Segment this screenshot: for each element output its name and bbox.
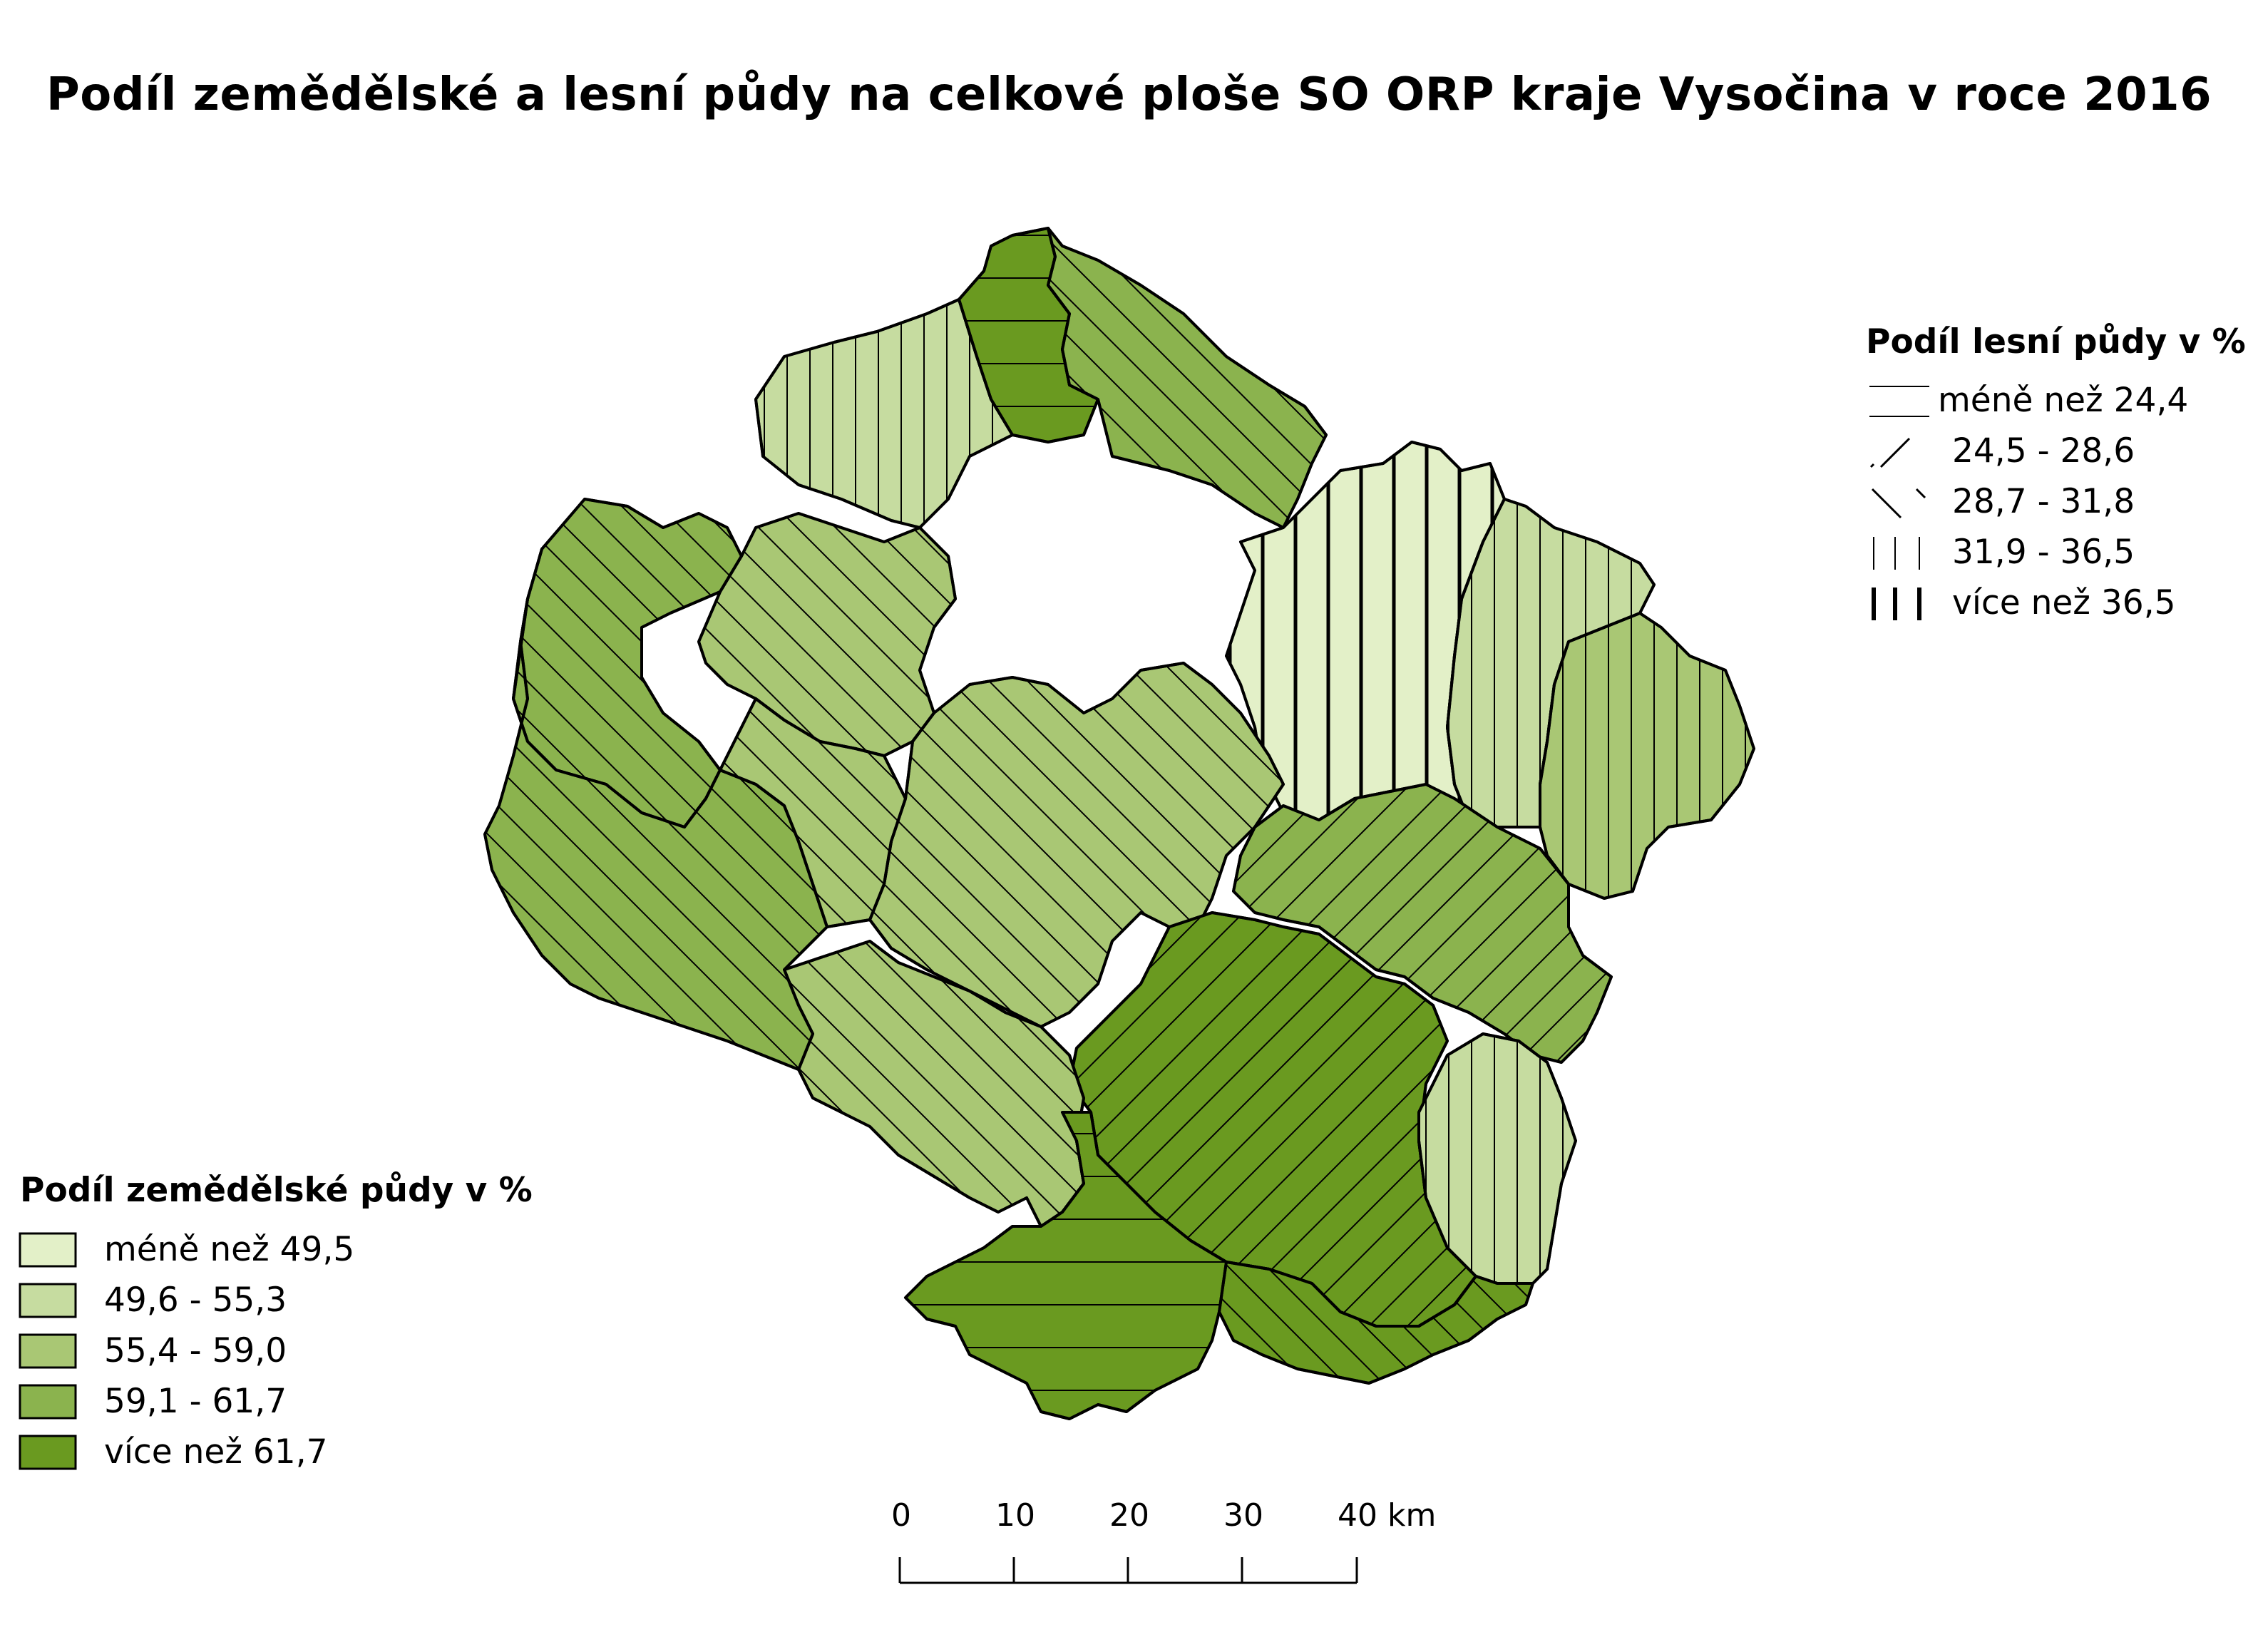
district-region [1417,1032,1577,1285]
forest-legend-title: Podíl lesní půdy v % [1866,322,2246,361]
forest-legend-symbol [1869,437,1911,468]
legend-agri-swatches [19,1232,77,1470]
district-region [1446,498,1656,828]
forest-legend-label: 31,9 - 36,5 [1952,533,2135,572]
agri-legend-swatch [19,1435,77,1470]
scale-tick-label: 40 km [1338,1497,1437,1534]
map-title: Podíl zemědělské a lesní půdy na celkové… [46,68,2212,121]
forest-legend-symbol [1871,488,1926,519]
district-layer [512,227,1755,1420]
agri-legend-swatch [19,1283,77,1318]
agri-legend-swatch [19,1333,77,1369]
district-region [1068,911,1477,1328]
scale-tick-label: 0 [891,1497,911,1534]
district-region [1539,612,1755,900]
district-region-west [483,548,907,1071]
district-region [1047,227,1328,529]
forest-legend-symbol [1873,537,1920,570]
district-region [697,512,957,757]
district-region [904,1111,1242,1420]
agri-legend-label: 55,4 - 59,0 [104,1331,287,1370]
district-region [1232,783,1613,1064]
scale-tick-label: 20 [1109,1497,1149,1534]
agri-legend-swatch [19,1232,77,1268]
agri-legend-label: 59,1 - 61,7 [104,1382,287,1421]
forest-legend-label: více než 36,5 [1952,583,2176,622]
forest-legend-label: méně než 24,4 [1938,381,2189,420]
district-region [1218,1261,1534,1385]
scale-tick-label: 30 [1223,1497,1263,1534]
agri-legend-label: 49,6 - 55,3 [104,1281,287,1320]
legend-forest-symbols [1869,386,1929,620]
forest-legend-label: 24,5 - 28,6 [1952,431,2135,471]
agri-legend-label: více než 61,7 [104,1432,328,1472]
scale-bar [898,1557,1358,1584]
agri-legend-swatch [19,1384,77,1420]
agri-legend-title: Podíl zemědělské půdy v % [20,1171,533,1210]
district-region [512,498,743,828]
agri-legend-label: méně než 49,5 [104,1230,355,1269]
district-region [1225,441,1506,821]
scale-tick-label: 10 [995,1497,1035,1534]
forest-legend-symbol [1869,386,1929,417]
forest-legend-label: 28,7 - 31,8 [1952,482,2135,521]
district-region [783,940,1085,1228]
forest-legend-symbol [1872,588,1921,620]
